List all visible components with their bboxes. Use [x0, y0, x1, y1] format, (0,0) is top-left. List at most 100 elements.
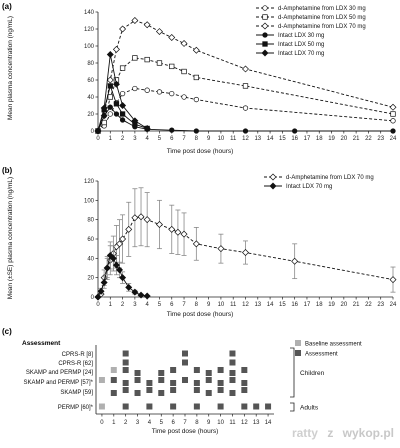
- chart-a-legend-label: Intact LDX 70 mg: [278, 51, 324, 57]
- schedule-assessment-box: [253, 403, 260, 410]
- chart-a-data-point: [193, 128, 199, 134]
- chart-b-xtick-label: 3: [133, 302, 137, 308]
- chart-a-xtick-label: 10: [218, 136, 225, 142]
- chart-b-xtick-label: 20: [340, 302, 347, 308]
- chart-a-ytick-label: 0: [91, 129, 95, 135]
- chart-b-data-point: [125, 225, 133, 233]
- chart-a-data-point: [181, 94, 187, 100]
- chart-c-xtick-label: 1: [112, 420, 116, 426]
- chart-a-xtick-label: 21: [353, 136, 360, 142]
- chart-a-data-point: [242, 105, 249, 111]
- chart-a-data-point: [132, 85, 138, 92]
- chart-a-data-point: [107, 94, 113, 100]
- chart-a-data-point: [180, 39, 188, 47]
- chart-a-data-point: [242, 83, 249, 89]
- bracket-adults: [290, 402, 295, 412]
- chart-a-ytick-label: 100: [84, 44, 95, 50]
- chart-b-data-point: [109, 254, 117, 262]
- schedule-assessment-box: [158, 370, 165, 376]
- chart-b-xtick-label: 19: [328, 302, 335, 308]
- chart-b-ylabel: Mean (±SE) plasma concentration (ng/mL): [7, 177, 14, 299]
- chart-b-xtick-label: 6: [170, 302, 174, 308]
- chart-b-data-point: [155, 221, 163, 228]
- chart-a-data-point: [144, 87, 150, 93]
- chart-b-xtick-label: 0: [96, 302, 100, 308]
- watermark-user: ratty: [291, 426, 318, 440]
- chart-c-assessment-schedule: Assessment CPRS-R [8] CPRS-R [62] SKAMP an…: [22, 340, 362, 435]
- panel-c-label: (c): [2, 327, 12, 336]
- schedule-assessment-box: [229, 350, 236, 357]
- schedule-assessment-box: [146, 380, 153, 386]
- schedule-assessment-box: [110, 390, 117, 396]
- chart-b-series-line: [97, 216, 394, 298]
- chart-b-data-point: [143, 292, 151, 300]
- chart-c-xtick-label: 5: [160, 420, 164, 426]
- schedule-assessment-box: [241, 387, 248, 393]
- chart-a-xtick-label: 22: [365, 136, 372, 142]
- schedule-assessment-box: [122, 350, 129, 357]
- schedule-row-label: SKAMP and PERMP [57]*: [24, 380, 94, 386]
- chart-a-series-line: [97, 20, 394, 132]
- chart-b-xtick-label: 15: [279, 302, 286, 308]
- panel-b-label: (b): [2, 166, 13, 175]
- schedule-assessment-box: [205, 377, 212, 383]
- chart-a-xtick-label: 3: [133, 136, 137, 142]
- schedule-assessment-box: [158, 390, 165, 396]
- chart-a-data-point: [112, 45, 120, 53]
- chart-c-xlabel: Time post dose (hours): [152, 428, 219, 435]
- schedule-assessment-box: [170, 403, 177, 410]
- chart-c-xtick-label: 9: [207, 420, 211, 426]
- chart-c-xtick-label: 3: [136, 420, 140, 426]
- schedule-assessment-box: [241, 403, 248, 410]
- chart-a-xtick-label: 7: [182, 136, 186, 142]
- chart-a-legend: d-Amphetamine from LDX 30 mg d-Amphetamin…: [256, 5, 366, 57]
- bracket-children: [290, 347, 295, 398]
- chart-c-xtick-label: 8: [195, 420, 199, 426]
- schedule-assessment-box: [241, 380, 248, 386]
- chart-b-data-point: [103, 264, 111, 272]
- chart-a-data-point: [119, 117, 126, 123]
- chart-a-legend-marker: [262, 41, 268, 47]
- chart-a-legend-marker: [262, 14, 268, 20]
- schedule-assessment-box: [229, 390, 236, 396]
- chart-a-data-point: [390, 128, 396, 134]
- chart-a-xtick-label: 9: [207, 136, 211, 142]
- chart-a-data-point: [193, 74, 199, 81]
- chart-a-xtick-label: 4: [145, 136, 149, 142]
- chart-a-xtick-label: 11: [230, 136, 237, 142]
- chart-a-xtick-label: 5: [158, 136, 162, 142]
- schedule-assessment-box: [265, 403, 272, 410]
- chart-b-xtick-label: 21: [353, 302, 360, 308]
- chart-b-ytick-label: 60: [87, 237, 94, 243]
- panel-a-label: (a): [2, 2, 12, 11]
- schedule-assessment-box: [217, 380, 224, 386]
- chart-a-data-point: [107, 83, 113, 89]
- watermark-separator: z: [327, 426, 334, 440]
- chart-a-data-point: [156, 60, 163, 66]
- chart-c-xtick-label: 4: [148, 420, 152, 426]
- chart-a-ytick-label: 20: [87, 112, 94, 118]
- chart-a-data-point: [106, 51, 114, 58]
- schedule-assessment-box: [122, 380, 129, 386]
- chart-b-data-point: [143, 216, 151, 224]
- chart-a-data-point: [132, 55, 138, 61]
- chart-a-series-5: [94, 51, 151, 135]
- chart-a-data-point: [193, 96, 199, 103]
- chart-b-ytick-label: 80: [87, 218, 94, 224]
- chart-b-xtick-label: 4: [145, 302, 149, 308]
- chart-b-xtick-label: 1: [109, 302, 113, 308]
- chart-b-ytick-label: 120: [84, 179, 95, 185]
- chart-a-data-point: [156, 89, 163, 95]
- schedule-row-label: SKAMP and PERMP [24]: [26, 370, 93, 376]
- chart-b-data-point: [112, 261, 120, 269]
- chart-b-data-point: [174, 228, 182, 236]
- chart-b-xtick-label: 16: [291, 302, 298, 308]
- chart-b-ytick-label: 20: [87, 276, 94, 282]
- chart-c-xtick-label: 2: [124, 420, 128, 426]
- schedule-assessment-box: [217, 403, 224, 410]
- chart-a-series-2: [94, 17, 397, 135]
- chart-a-xtick-label: 23: [377, 136, 384, 142]
- schedule-assessment-box: [193, 367, 200, 373]
